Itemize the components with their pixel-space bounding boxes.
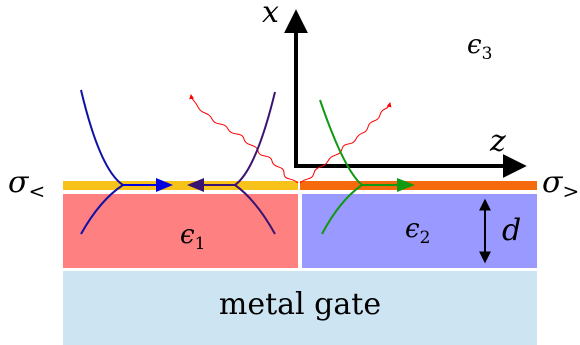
axis-x-label: x xyxy=(262,0,279,30)
dielectric-eps1 xyxy=(63,194,298,268)
metal-gate-label: metal gate xyxy=(219,287,381,322)
dielectric-eps2 xyxy=(302,194,537,268)
eps1-label: ϵ1 xyxy=(180,220,205,254)
arrow-blue-head xyxy=(156,178,173,192)
mode-curve-purple xyxy=(233,91,276,235)
eps2-label: ϵ2 xyxy=(405,214,430,248)
radiation-wave-right xyxy=(299,102,392,184)
mode-curve-green xyxy=(319,99,364,235)
sigma-left-label: σ< xyxy=(8,165,45,203)
eps3-label: ϵ3 xyxy=(467,30,492,64)
thickness-label: d xyxy=(502,213,521,248)
axis-z-label: z xyxy=(489,124,506,159)
sheet-sigma-left xyxy=(63,181,298,190)
radiation-wave-left xyxy=(189,94,299,184)
mode-curve-blue xyxy=(80,89,125,235)
metal-gate-block xyxy=(63,271,537,345)
arrow-green-head xyxy=(397,178,415,192)
sheet-sigma-right xyxy=(300,181,537,190)
arrow-purple-head xyxy=(187,178,204,192)
sigma-right-label: σ> xyxy=(542,165,579,203)
